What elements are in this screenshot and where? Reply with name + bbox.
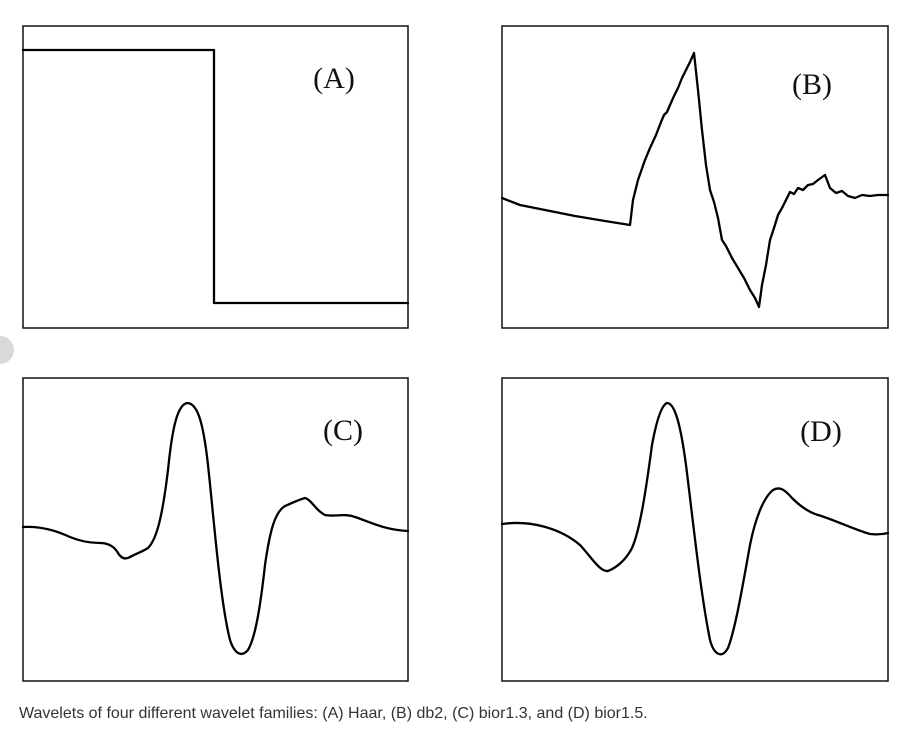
panel-c-label: (C) bbox=[323, 414, 363, 447]
panel-c: (C) bbox=[21, 377, 410, 682]
bior15-wavelet-curve bbox=[500, 401, 890, 656]
panel-d-frame bbox=[501, 377, 889, 682]
edge-marker bbox=[0, 336, 14, 364]
panel-a-label: (A) bbox=[313, 62, 355, 95]
panel-b: (B) bbox=[500, 25, 890, 329]
panel-d-label: (D) bbox=[800, 415, 842, 448]
db2-wavelet-curve bbox=[500, 51, 890, 309]
panel-a: (A) bbox=[21, 25, 410, 329]
wavelet-figure: (A) (B) (C) (D) bbox=[0, 25, 890, 682]
bior13-wavelet-curve bbox=[21, 401, 410, 656]
panel-d: (D) bbox=[500, 377, 890, 682]
figure-caption: Wavelets of four different wavelet famil… bbox=[19, 705, 648, 722]
panel-a-frame bbox=[22, 25, 409, 329]
haar-wavelet-curve bbox=[21, 48, 410, 305]
panel-b-label: (B) bbox=[792, 68, 832, 101]
